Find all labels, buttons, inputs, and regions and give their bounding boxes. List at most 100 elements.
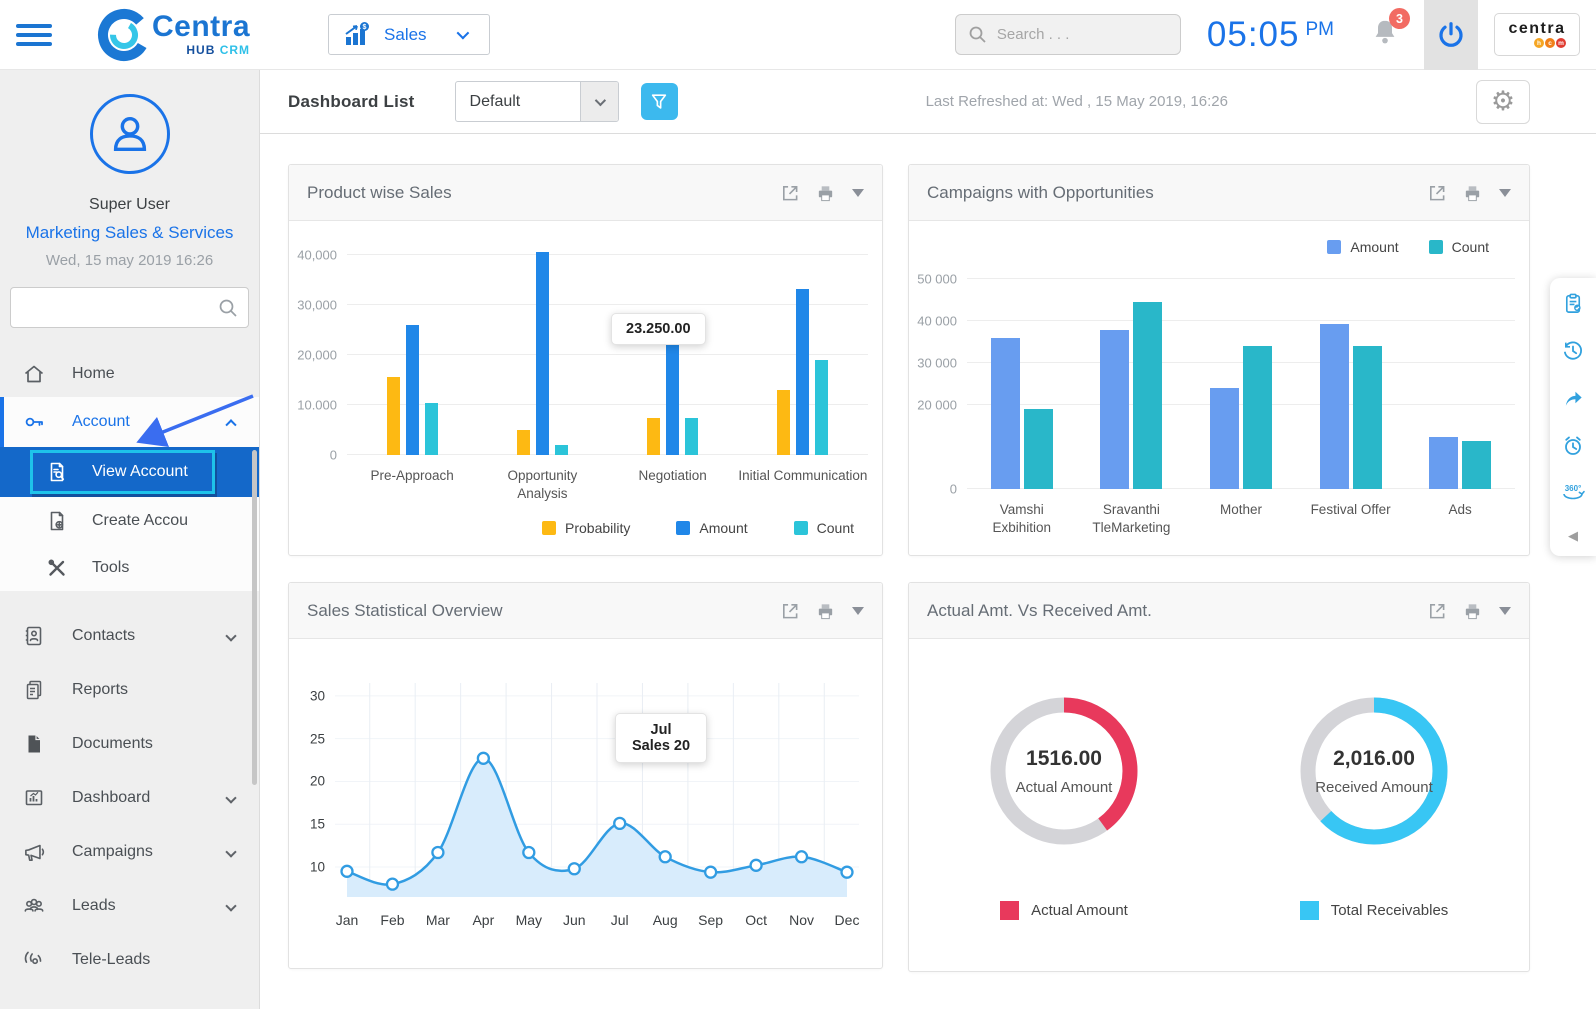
share-icon[interactable] xyxy=(1562,387,1585,410)
360-view-icon[interactable]: 360° xyxy=(1560,482,1586,504)
sidebar-item-dashboard[interactable]: Dashboard xyxy=(0,771,259,825)
open-in-new-icon[interactable] xyxy=(780,183,799,202)
print-icon[interactable] xyxy=(1462,183,1483,203)
user-org-link[interactable]: Marketing Sales & Services xyxy=(25,223,234,242)
bar-amount[interactable] xyxy=(990,338,1020,489)
bar-amount[interactable] xyxy=(1209,387,1239,489)
reminder-alarm-icon[interactable] xyxy=(1561,434,1585,458)
sidebar-search[interactable] xyxy=(10,287,249,328)
sidebar-scrollbar[interactable] xyxy=(252,450,257,785)
bar-amount[interactable] xyxy=(1429,437,1459,489)
donut-chart[interactable]: 1516.00 Actual Amount xyxy=(909,683,1219,859)
bar-amount[interactable] xyxy=(1100,329,1130,489)
print-icon[interactable] xyxy=(815,601,836,621)
dashboard-select-arrow[interactable] xyxy=(579,82,618,121)
legend-item[interactable]: Total Receivables xyxy=(1219,901,1529,920)
sidebar-item-label: Dashboard xyxy=(72,789,151,806)
open-in-new-icon[interactable] xyxy=(780,601,799,620)
donut-legend: Actual Amount Total Receivables xyxy=(909,901,1529,920)
sidebar-search-input[interactable] xyxy=(21,299,218,316)
print-icon[interactable] xyxy=(1462,601,1483,621)
dashboard-list-label: Dashboard List xyxy=(288,91,415,111)
sidebar-item-documents[interactable]: Documents xyxy=(0,717,259,771)
audit-checklist-icon[interactable] xyxy=(1562,292,1585,315)
bar-amount[interactable] xyxy=(666,312,680,455)
filter-button[interactable] xyxy=(640,83,678,120)
bar-count[interactable] xyxy=(1242,346,1272,489)
hamburger-menu-icon[interactable] xyxy=(16,19,52,51)
bar-probability[interactable] xyxy=(516,430,530,455)
sidebar-item-create-account[interactable]: Create Accou xyxy=(0,497,259,544)
sidebar-item-tele-leads[interactable]: Tele-Leads xyxy=(0,933,259,987)
sidebar-item-reports[interactable]: Reports xyxy=(0,663,259,717)
avatar[interactable] xyxy=(89,94,170,174)
sidebar-item-leads[interactable]: Leads xyxy=(0,879,259,933)
history-icon[interactable] xyxy=(1561,339,1585,363)
bar-count[interactable] xyxy=(1133,302,1163,489)
open-in-new-icon[interactable] xyxy=(1427,601,1446,620)
bar-probability[interactable] xyxy=(647,417,661,455)
data-point[interactable] xyxy=(567,862,581,876)
bar-amount[interactable] xyxy=(405,325,419,455)
legend-item[interactable]: Amount xyxy=(1327,239,1399,255)
bar-probability[interactable] xyxy=(777,390,791,455)
donut-chart[interactable]: 2,016.00 Received Amount xyxy=(1219,683,1529,859)
sidebar-item-account[interactable]: Account xyxy=(0,397,259,447)
bar-amount[interactable] xyxy=(1319,324,1349,489)
bar-count[interactable] xyxy=(1352,346,1382,489)
data-point[interactable] xyxy=(658,850,672,864)
legend-item[interactable]: Actual Amount xyxy=(909,901,1219,920)
card-product-wise-sales: Product wise Sales 0 10.000 20,000 30,000 40… xyxy=(288,164,883,556)
open-in-new-icon[interactable] xyxy=(1427,183,1446,202)
sidebar-item-home[interactable]: Home xyxy=(0,350,259,397)
logout-button[interactable] xyxy=(1424,0,1478,70)
data-point[interactable] xyxy=(340,864,354,878)
category-label: Negotiation xyxy=(638,468,707,483)
bar-count[interactable] xyxy=(685,417,699,455)
data-point[interactable] xyxy=(522,845,536,860)
data-point[interactable] xyxy=(431,845,445,860)
collapse-caret-icon[interactable] xyxy=(852,606,864,615)
notifications-button[interactable]: 3 xyxy=(1372,8,1410,51)
data-point[interactable] xyxy=(840,865,854,879)
data-point[interactable] xyxy=(794,850,809,864)
collapse-caret-icon[interactable] xyxy=(852,188,864,197)
gridline xyxy=(967,320,1515,322)
collapse-caret-icon[interactable] xyxy=(1499,606,1511,615)
bar-count[interactable] xyxy=(1023,408,1053,489)
sidebar-item-tools[interactable]: Tools xyxy=(0,544,259,591)
dock-collapse-icon[interactable]: ◀ xyxy=(1568,528,1578,543)
bar-count[interactable] xyxy=(815,360,829,455)
legend-item[interactable]: Count xyxy=(1428,239,1489,255)
legend-item[interactable]: Count xyxy=(793,520,854,536)
bar-amount[interactable] xyxy=(535,251,549,455)
data-point[interactable] xyxy=(385,877,400,891)
brand-sub-hub: HUB xyxy=(186,43,216,57)
bar-count[interactable] xyxy=(1462,440,1492,489)
sidebar-item-contacts[interactable]: Contacts xyxy=(0,609,259,663)
global-search[interactable] xyxy=(954,14,1181,55)
sidebar-item-campaigns[interactable]: Campaigns xyxy=(0,825,259,879)
data-point[interactable] xyxy=(476,751,491,765)
legend-item[interactable]: Probability xyxy=(542,520,630,536)
card-title: Product wise Sales xyxy=(307,182,452,202)
bar-count[interactable] xyxy=(554,445,568,455)
sidebar-item-view-account[interactable]: View Account xyxy=(0,447,259,497)
legend-item[interactable]: Amount xyxy=(676,520,748,536)
dashboard-select[interactable]: Default xyxy=(454,81,619,122)
module-selector-dropdown[interactable]: $ Sales xyxy=(328,14,491,55)
bar-probability[interactable] xyxy=(386,376,400,455)
data-point[interactable] xyxy=(749,858,763,872)
y-tick-label: 15 xyxy=(309,816,325,832)
bar-amount[interactable] xyxy=(796,289,810,455)
print-icon[interactable] xyxy=(815,183,836,203)
bar-count[interactable] xyxy=(424,402,438,455)
data-point[interactable] xyxy=(613,816,627,831)
global-search-input[interactable] xyxy=(996,26,1157,43)
category-label: Pre-Approach xyxy=(370,468,454,483)
dashboard-settings-button[interactable]: ⚙ xyxy=(1476,79,1530,124)
chart-legend: Amount Count xyxy=(909,239,1529,255)
collapse-caret-icon[interactable] xyxy=(1499,188,1511,197)
x-axis-labels: Jan Feb Mar Apr May Jun Jul Aug Sep Oct Nov Dec xyxy=(335,902,860,930)
data-point[interactable] xyxy=(703,865,718,879)
